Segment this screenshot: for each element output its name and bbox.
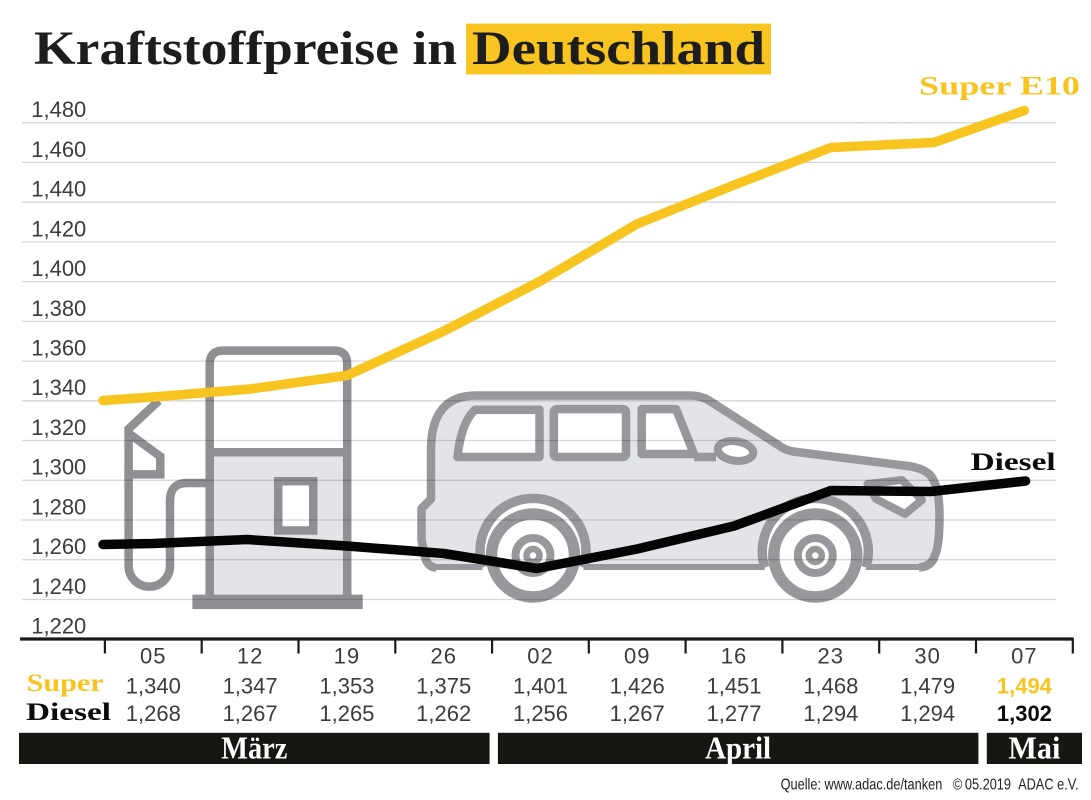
svg-text:05: 05	[140, 644, 166, 669]
svg-text:1,360: 1,360	[31, 336, 86, 361]
svg-text:1,294: 1,294	[900, 701, 955, 726]
svg-text:1,294: 1,294	[803, 701, 858, 726]
svg-text:1,480: 1,480	[31, 97, 86, 122]
svg-text:Kraftstoffpreise in: Kraftstoffpreise in	[34, 23, 457, 75]
svg-text:1,302: 1,302	[997, 701, 1052, 726]
svg-text:1,420: 1,420	[31, 216, 86, 241]
svg-text:1,262: 1,262	[416, 701, 471, 726]
svg-text:1,426: 1,426	[610, 674, 665, 699]
svg-text:1,375: 1,375	[416, 674, 471, 699]
svg-text:1,267: 1,267	[223, 701, 278, 726]
svg-text:07: 07	[1011, 644, 1037, 669]
svg-text:1,494: 1,494	[997, 674, 1053, 699]
svg-text:1,220: 1,220	[31, 614, 86, 639]
svg-text:Diesel: Diesel	[971, 447, 1056, 476]
svg-text:1,256: 1,256	[513, 701, 568, 726]
svg-text:1,468: 1,468	[803, 674, 858, 699]
svg-text:1,401: 1,401	[513, 674, 568, 699]
svg-text:19: 19	[334, 644, 360, 669]
svg-text:23: 23	[818, 644, 844, 669]
svg-text:1,340: 1,340	[31, 375, 86, 400]
svg-text:1,280: 1,280	[31, 494, 86, 519]
svg-text:12: 12	[237, 644, 263, 669]
svg-text:1,340: 1,340	[126, 674, 181, 699]
svg-text:1,451: 1,451	[706, 674, 761, 699]
svg-text:09: 09	[624, 644, 650, 669]
svg-text:Deutschland: Deutschland	[472, 23, 765, 75]
svg-text:30: 30	[914, 644, 940, 669]
svg-text:1,440: 1,440	[31, 177, 86, 202]
svg-text:1,479: 1,479	[900, 674, 955, 699]
svg-text:1,265: 1,265	[319, 701, 374, 726]
svg-text:Super E10: Super E10	[919, 72, 1080, 101]
svg-text:Mai: Mai	[1008, 730, 1060, 766]
svg-text:1,260: 1,260	[31, 534, 86, 559]
svg-text:1,268: 1,268	[126, 701, 181, 726]
svg-text:1,460: 1,460	[31, 137, 86, 162]
svg-text:1,400: 1,400	[31, 256, 86, 281]
svg-text:1,240: 1,240	[31, 574, 86, 599]
svg-text:1,347: 1,347	[223, 674, 278, 699]
svg-text:1,380: 1,380	[31, 296, 86, 321]
svg-text:1,300: 1,300	[31, 455, 86, 480]
svg-text:April: April	[705, 730, 771, 766]
svg-text:02: 02	[527, 644, 553, 669]
svg-text:1,353: 1,353	[319, 674, 374, 699]
svg-text:16: 16	[721, 644, 747, 669]
svg-text:26: 26	[430, 644, 456, 669]
svg-text:Diesel: Diesel	[26, 697, 111, 726]
svg-text:1,267: 1,267	[610, 701, 665, 726]
svg-text:Quelle: www.adac.de/tanken ©: Quelle: www.adac.de/tanken © 05.2019 ADA…	[781, 777, 1079, 794]
svg-text:Super: Super	[27, 668, 104, 697]
svg-text:1,320: 1,320	[31, 415, 86, 440]
svg-text:März: März	[221, 730, 287, 766]
svg-text:1,277: 1,277	[706, 701, 761, 726]
